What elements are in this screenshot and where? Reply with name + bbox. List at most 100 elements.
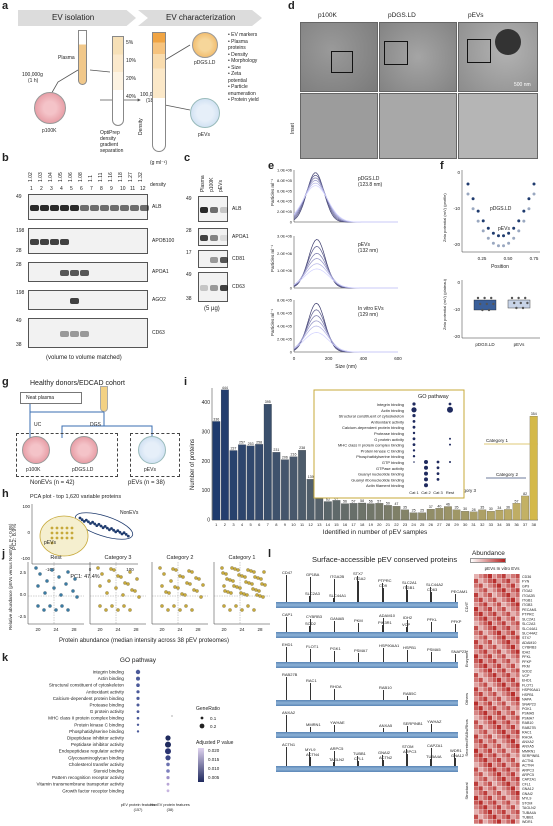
- l-cell-36-1: [478, 743, 483, 749]
- b-band: [70, 331, 79, 337]
- f-xlabel: Position: [491, 264, 509, 270]
- l-cell-18-3: [487, 658, 492, 664]
- l-gene-30: PSMA7: [522, 716, 534, 720]
- i-value-18: 56: [369, 500, 373, 504]
- l-cell-15-2: [483, 644, 488, 650]
- l-gene-31: RAB10: [522, 721, 533, 725]
- pevs-label: pEVs: [198, 132, 210, 138]
- l-cell-23-5: [497, 682, 502, 687]
- l-cell-49-7: [506, 805, 511, 810]
- h-pt-pev-11: [55, 536, 59, 540]
- i-go-term-11: GTPase activity: [376, 466, 404, 471]
- b-density-9: 1.18: [118, 172, 124, 182]
- l-cell-41-4: [492, 767, 497, 772]
- f-pt-b-5: [491, 241, 495, 245]
- l-cell-16-2: [483, 649, 488, 654]
- l-cell-18-9: [515, 658, 520, 664]
- k-term-12: Endopeptidase regulator activity: [59, 749, 125, 754]
- l-protein-1-9: SOD2: [305, 621, 316, 626]
- l-cell-23-8: [510, 682, 515, 687]
- l-stem: [382, 583, 383, 602]
- h-pt-nonev-10: [99, 524, 103, 528]
- l-cell-37-2: [483, 748, 488, 753]
- e-series-0-3: [293, 180, 398, 223]
- l-cell-19-6: [501, 663, 506, 669]
- l-stem: [358, 761, 359, 766]
- i-bar-19: [375, 503, 384, 521]
- l-cell-5-1: [478, 597, 483, 603]
- l-stem: [407, 754, 408, 766]
- f-dot-b-0: [510, 296, 514, 300]
- b-mw-1-1: 28: [16, 248, 22, 254]
- f-xtick-1: 0.50: [504, 256, 513, 261]
- panel-k-label: k: [2, 652, 9, 664]
- l-cell-33-2: [483, 729, 488, 735]
- f-group-1: pEVs: [514, 342, 526, 347]
- l-cell-36-3: [487, 743, 492, 749]
- e-xtick-1: 200: [325, 356, 333, 361]
- l-cell-4-5: [497, 592, 502, 598]
- g-p100k-circle: [22, 436, 50, 464]
- l-cell-49-3: [487, 805, 492, 810]
- l-protein-0-1: CD9: [379, 583, 388, 588]
- e-subtitle-1: (132 nm): [358, 248, 378, 254]
- g-nonevs-n: NonEVs (n = 42): [30, 480, 75, 486]
- l-cell-1-1: [478, 578, 483, 584]
- l-stem: [430, 587, 431, 602]
- l-cell-46-5: [497, 790, 502, 796]
- l-cell-19-4: [492, 663, 497, 669]
- f-ytick-top-2: -20: [453, 242, 460, 247]
- l-cell-22-4: [492, 677, 497, 683]
- l-cell-52-5: [497, 819, 502, 824]
- l-cell-12-2: [483, 630, 488, 636]
- l-stem: [309, 752, 310, 766]
- h-pt-pev-14: [70, 536, 74, 540]
- k-term-4: Calcium-dependent protein binding: [53, 696, 125, 701]
- l-cell-24-5: [497, 687, 502, 692]
- l-cell-26-2: [483, 696, 488, 702]
- l-cell-10-0: [474, 621, 479, 626]
- j-group-1: Category 3: [105, 555, 132, 561]
- l-protein-1-5: PFKL: [427, 617, 438, 622]
- l-cell-13-5: [497, 635, 502, 640]
- k-dot-nonev-15: [166, 769, 170, 773]
- g-pdgsld: pDGS.LD: [72, 467, 94, 473]
- l-cell-33-1: [478, 729, 483, 735]
- j-pt-0-8: [66, 570, 70, 574]
- l-cell-0-6: [501, 574, 506, 579]
- l-cell-37-9: [515, 748, 520, 753]
- l-protein-2-7: SNAP23: [451, 649, 467, 654]
- l-cell-44-8: [510, 781, 515, 786]
- i-bar-35: [512, 503, 521, 521]
- f-dot-a-6: [490, 296, 493, 300]
- l-cell-2-7: [506, 583, 511, 588]
- l-cell-29-9: [515, 710, 520, 716]
- j-pt-2-18: [164, 590, 168, 594]
- l-cell-6-9: [515, 602, 520, 607]
- l-cell-3-9: [515, 588, 520, 593]
- f-dot-b-2: [515, 306, 518, 310]
- b-band: [60, 331, 69, 337]
- l-cell-50-3: [487, 809, 492, 815]
- l-cell-51-5: [497, 814, 502, 819]
- l-protein-1-4: GANAB: [330, 616, 345, 621]
- f-pt-b-11: [522, 219, 526, 223]
- c-blot-apoa1: [198, 228, 228, 246]
- e-ytick-0-0: 1.0E+06: [277, 168, 293, 173]
- l-cell-24-8: [510, 687, 515, 692]
- h-pt-pev-2: [60, 526, 64, 530]
- j-pt-3-36: [232, 584, 236, 588]
- i-xtick-16: 17: [351, 522, 356, 527]
- l-cell-35-5: [497, 739, 502, 744]
- l-cell-40-1: [478, 762, 483, 768]
- i-xtick-10: 11: [300, 522, 305, 527]
- i-xtick-26: 27: [437, 522, 442, 527]
- i-bar-2: [229, 450, 238, 521]
- k-term-6: G protein activity: [90, 709, 125, 714]
- l-section-3: RABs/Rhos: [464, 719, 469, 740]
- l-cell-10-3: [487, 621, 492, 626]
- i-bar-24: [418, 512, 427, 521]
- i-xtick-22: 23: [403, 522, 408, 527]
- l-cell-8-6: [501, 611, 506, 617]
- k-dot-nonev-16: [166, 776, 170, 780]
